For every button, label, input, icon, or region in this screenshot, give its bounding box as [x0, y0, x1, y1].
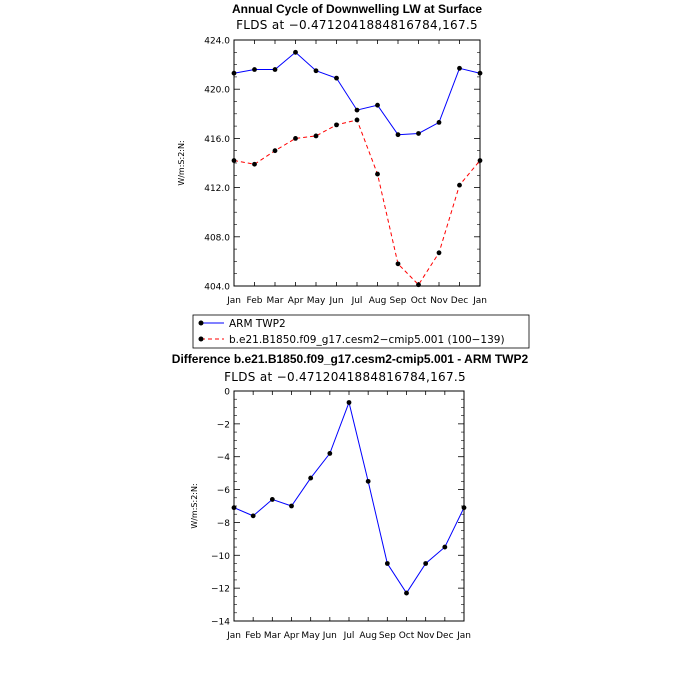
bottom-chart-xtick-label: Sep — [379, 631, 396, 641]
bottom-chart-xtick-label: Feb — [245, 631, 261, 641]
bottom-chart-series-point-0 — [308, 475, 314, 481]
top-chart-ylabel: W/m:S:2:N: — [177, 140, 186, 185]
bottom-chart-xtick-label: Mar — [264, 631, 281, 641]
top-chart-series-point-1 — [477, 158, 483, 163]
top-chart-xtick-label: May — [307, 296, 326, 306]
bottom-chart-series-point-0 — [327, 451, 333, 456]
top-chart-xtick-label: Oct — [411, 296, 427, 306]
bottom-chart-series-point-0 — [365, 478, 371, 484]
bottom-chart-ytick-label: −2 — [217, 420, 230, 430]
bottom-chart-xtick-label: Dec — [436, 631, 453, 641]
bottom-chart-ytick-label: −10 — [211, 552, 230, 562]
legend-marker-model — [198, 336, 204, 342]
bottom-chart-series-line-0 — [233, 400, 465, 594]
bottom-chart-xtick-label: Jan — [226, 631, 241, 641]
top-chart-series-point-1 — [416, 282, 421, 288]
top-chart-series-point-0 — [293, 49, 298, 55]
bottom-chart-ytick-label: −4 — [217, 453, 231, 463]
bottom-chart-series-point-0 — [250, 513, 256, 519]
top-chart-ytick-label: 416.0 — [204, 135, 230, 145]
legend-marker-arm — [198, 320, 204, 326]
bottom-chart-series-point-0 — [289, 503, 294, 509]
top-chart-series-point-0 — [272, 67, 278, 72]
top-chart-series-point-1 — [293, 136, 298, 141]
bottom-chart-series-point-0 — [404, 590, 409, 596]
top-chart-xtick-label: Aug — [369, 296, 387, 306]
bottom-chart: Difference b.e21.B1850.f09_g17.cesm2-cmi… — [172, 352, 529, 641]
top-chart-series-point-1 — [272, 148, 278, 154]
bottom-chart-xtick-label: Nov — [417, 631, 435, 641]
top-chart-series-point-1 — [354, 117, 360, 123]
top-chart-series-point-1 — [436, 250, 442, 256]
top-chart-series-point-1 — [252, 161, 257, 167]
top-chart-ytick-label: 404.0 — [204, 283, 230, 293]
top-chart-series-line-1 — [233, 119, 481, 286]
bottom-chart-ytick-label: −12 — [211, 585, 230, 595]
top-chart-title: Annual Cycle of Downwelling LW at Surfac… — [232, 2, 482, 16]
bottom-chart-series-point-0 — [442, 544, 448, 550]
bottom-chart-ytick-label: −6 — [217, 486, 231, 496]
bottom-chart-series-point-0 — [269, 497, 275, 502]
bottom-chart-xtick-label: Oct — [399, 631, 415, 641]
top-chart-frame — [233, 39, 481, 287]
top-chart-series-point-1 — [375, 171, 380, 177]
bottom-chart-xtick-label: Jan — [456, 631, 471, 641]
top-chart-xtick-label: Sep — [390, 296, 407, 306]
top-chart-series-point-0 — [334, 75, 339, 81]
top-chart-series-point-1 — [313, 133, 319, 139]
bottom-chart-xtick-label: Jul — [343, 631, 355, 641]
top-chart-series-point-1 — [231, 158, 237, 163]
top-chart-series-point-1 — [457, 182, 462, 188]
bottom-chart-ytick-label: −14 — [211, 618, 230, 628]
top-chart-series-point-0 — [477, 70, 483, 76]
top-chart-series-point-0 — [416, 131, 421, 136]
top-chart: Annual Cycle of Downwelling LW at Surfac… — [177, 2, 487, 306]
top-chart-xtick-label: Mar — [267, 296, 284, 306]
top-chart-xtick-label: Jul — [351, 296, 363, 306]
bottom-chart-ylabel: W/m:S:2:N: — [190, 483, 199, 528]
bottom-chart-series-point-0 — [423, 561, 429, 566]
top-chart-ytick-label: 424.0 — [204, 37, 230, 47]
top-chart-ytick-label: 412.0 — [204, 184, 230, 194]
legend-label-model: b.e21.B1850.f09_g17.cesm2−cmip5.001 (100… — [229, 334, 505, 346]
bottom-chart-series-point-0 — [346, 400, 352, 405]
top-chart-xtick-label: Apr — [288, 296, 304, 306]
bottom-chart-subtitle: FLDS at −0.4712041884816784,167.5 — [224, 370, 466, 384]
bottom-chart-ytick-label: −8 — [217, 519, 231, 529]
bottom-chart-xtick-label: Aug — [359, 631, 377, 641]
top-chart-ytick-label: 408.0 — [204, 233, 230, 243]
bottom-chart-ytick-label: 0 — [224, 388, 230, 398]
top-chart-series-point-0 — [231, 70, 237, 76]
top-chart-xtick-label: Feb — [247, 296, 263, 306]
top-chart-ytick-label: 420.0 — [204, 86, 230, 96]
top-chart-series-point-0 — [354, 107, 360, 113]
top-chart-series-point-0 — [313, 68, 319, 74]
top-chart-xtick-label: Dec — [451, 296, 468, 306]
top-chart-series-point-0 — [457, 65, 462, 71]
bottom-chart-series-point-0 — [384, 561, 390, 566]
top-chart-xtick-label: Jun — [328, 296, 343, 306]
bottom-chart-frame — [233, 390, 465, 622]
bottom-chart-title: Difference b.e21.B1850.f09_g17.cesm2-cmi… — [172, 352, 529, 366]
top-chart-subtitle: FLDS at −0.4712041884816784,167.5 — [236, 18, 478, 32]
top-chart-series-point-0 — [395, 132, 401, 138]
top-chart-series-point-1 — [395, 261, 401, 267]
top-chart-xtick-label: Jan — [226, 296, 241, 306]
top-chart-series-point-1 — [334, 122, 339, 128]
legend: ARM TWP2 b.e21.B1850.f09_g17.cesm2−cmip5… — [192, 314, 530, 349]
top-chart-xtick-label: Nov — [430, 296, 448, 306]
top-chart-series-point-0 — [252, 67, 257, 72]
bottom-chart-series-point-0 — [231, 505, 237, 511]
bottom-chart-xtick-label: Apr — [284, 631, 300, 641]
bottom-chart-xtick-label: May — [301, 631, 320, 641]
top-chart-xtick-label: Jan — [472, 296, 487, 306]
bottom-chart-xtick-label: Jun — [322, 631, 337, 641]
bottom-chart-series-point-0 — [461, 505, 467, 511]
top-chart-series-point-0 — [375, 102, 380, 108]
top-chart-series-point-0 — [436, 120, 442, 125]
legend-box — [192, 314, 530, 349]
legend-label-arm: ARM TWP2 — [229, 318, 286, 330]
